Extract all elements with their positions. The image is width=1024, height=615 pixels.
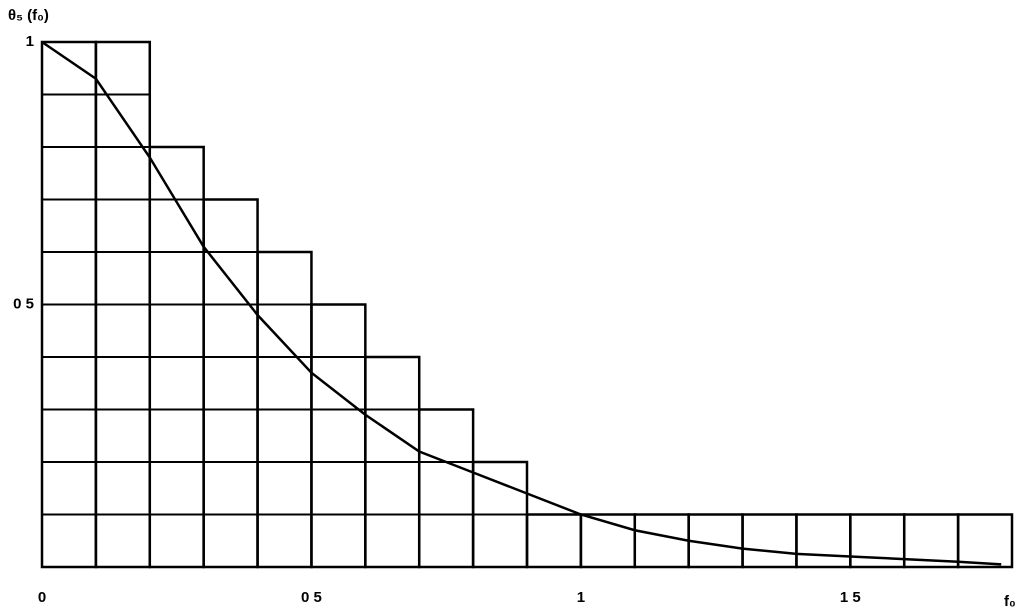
bar bbox=[202, 198, 259, 569]
bar bbox=[310, 303, 367, 569]
curve bbox=[41, 40, 1002, 566]
bar bbox=[795, 513, 852, 569]
bar bbox=[525, 513, 583, 569]
bar bbox=[417, 408, 475, 569]
y-tick-label: 0 5 bbox=[13, 295, 34, 312]
bar bbox=[741, 513, 798, 569]
y-tick-label: 1 bbox=[26, 33, 34, 50]
y-axis-label: θ₅ (f₀) bbox=[8, 7, 49, 24]
bar bbox=[633, 513, 690, 569]
x-tick-label: 1 5 bbox=[840, 589, 861, 606]
x-tick-label: 0 5 bbox=[301, 589, 322, 606]
x-axis-label: f₀ bbox=[1004, 593, 1016, 610]
bar bbox=[956, 513, 1014, 569]
x-tick-label: 1 bbox=[577, 589, 585, 606]
x-tick-label: 0 bbox=[38, 589, 46, 606]
